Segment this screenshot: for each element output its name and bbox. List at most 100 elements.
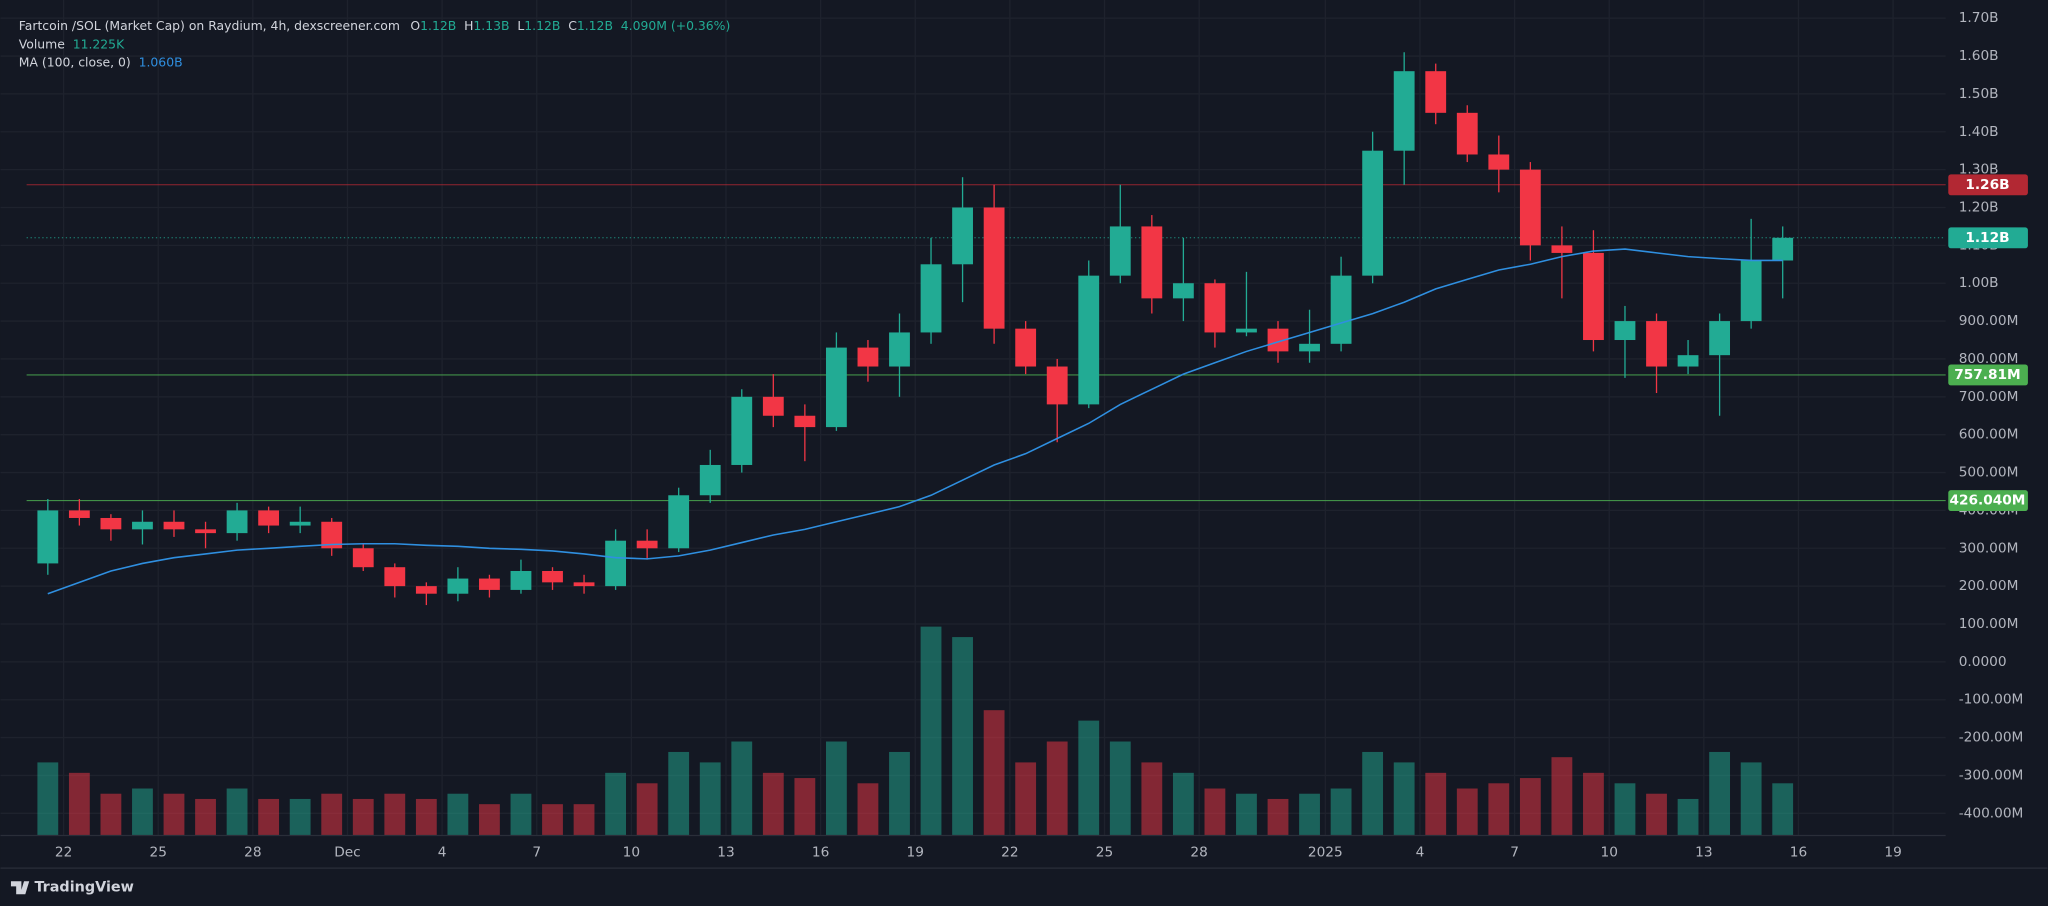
candle-body	[384, 567, 406, 587]
volume-bar	[762, 772, 784, 836]
candle-body	[510, 570, 532, 590]
volume-bar	[1078, 720, 1100, 836]
legend-line: Fartcoin /SOL (Market Cap) on Raydium, 4…	[19, 18, 731, 33]
y-tick-label: 1.20B	[1959, 199, 1999, 215]
candle-body	[1046, 366, 1068, 405]
candle-body	[447, 578, 469, 594]
y-tick-label: 1.60B	[1959, 48, 1999, 64]
volume-bar	[37, 762, 59, 836]
candle-body	[1583, 252, 1604, 341]
volume-bar	[1393, 762, 1415, 836]
volume-bar	[1740, 762, 1762, 836]
volume-bar	[384, 793, 406, 836]
symbol: Fartcoin /SOL (Market Cap) on Raydium, 4…	[19, 18, 400, 33]
price-label-box	[1948, 174, 2028, 196]
candle-body	[1772, 237, 1794, 261]
y-tick-label: 1.70B	[1959, 10, 1999, 26]
volume-bar	[983, 710, 1005, 836]
x-tick-label: 22	[55, 844, 72, 860]
volume-bar	[321, 793, 343, 836]
candle-body	[37, 510, 59, 564]
y-tick-label: 200.00M	[1959, 578, 2019, 594]
y-tick-label: 800.00M	[1959, 351, 2019, 367]
y-tick-label: -100.00M	[1959, 692, 2024, 708]
volume-label: Volume	[19, 36, 65, 51]
y-tick-label: 900.00M	[1959, 313, 2019, 329]
candle-body	[1078, 275, 1100, 405]
price-label: 426.040M	[1949, 493, 2025, 509]
y-tick-label: -300.00M	[1959, 767, 2024, 783]
volume-bar	[1519, 778, 1541, 836]
candle-body	[226, 510, 248, 534]
x-tick-label: 4	[438, 844, 447, 860]
volume-bar	[857, 783, 879, 836]
volume-bar	[289, 798, 311, 836]
ma-label: MA (100, close, 0)	[19, 54, 131, 69]
volume-bar	[794, 778, 816, 836]
candle-body	[68, 510, 90, 518]
candle-body	[825, 347, 847, 428]
volume-bar	[1330, 788, 1352, 836]
volume-bar	[1362, 751, 1384, 836]
x-tick-label: 22	[1001, 844, 1018, 860]
candle-body	[636, 540, 658, 549]
y-tick-label: 0.0000	[1959, 654, 2007, 670]
axes: 1.70B1.60B1.50B1.40B1.30B1.20B1.10B1.00B…	[55, 10, 2028, 860]
volume-bar	[605, 772, 627, 836]
volume-bar	[825, 741, 847, 836]
volume-bar	[163, 793, 185, 836]
ma-legend: MA (100, close, 0) 1.060B	[19, 54, 183, 69]
candle-body	[731, 396, 753, 465]
candle-body	[1456, 112, 1478, 155]
candle-body	[1172, 283, 1194, 299]
volume-bar	[1488, 783, 1510, 836]
candle-body	[1677, 355, 1699, 367]
candle-body	[321, 521, 343, 549]
candle-body	[1740, 260, 1762, 322]
brand: TradingView	[10, 880, 134, 896]
candle-body	[573, 582, 595, 587]
candle-body	[542, 570, 563, 583]
candle-body	[1204, 283, 1226, 333]
volume-layer	[37, 626, 1794, 836]
volume-bar	[1772, 783, 1794, 836]
legend-value: 1.12B	[524, 18, 560, 33]
volume-bar	[258, 798, 280, 836]
candle-body	[952, 207, 973, 265]
legend-key: L	[517, 18, 524, 33]
y-tick-label: -400.00M	[1959, 805, 2024, 821]
candle-body	[1551, 245, 1573, 253]
candles	[37, 52, 1794, 606]
candle-body	[1236, 328, 1257, 333]
candle-body	[1393, 71, 1415, 151]
x-tick-label: 19	[1884, 844, 1901, 860]
grid	[0, 0, 1946, 836]
candle-body	[699, 464, 721, 496]
volume-bar	[573, 804, 595, 836]
volume-bar	[1456, 788, 1478, 836]
candle-body	[1141, 226, 1163, 299]
legend-value: 1.13B	[473, 18, 509, 33]
price-label-box	[1948, 490, 2028, 511]
volume-bar	[1646, 793, 1667, 836]
volume-bar	[352, 798, 374, 836]
candle-body	[983, 207, 1005, 329]
candle-body	[1362, 150, 1384, 276]
candle-body	[352, 548, 374, 568]
candle-body	[889, 332, 910, 367]
x-tick-label: 4	[1416, 844, 1425, 860]
candle-body	[1109, 226, 1131, 276]
volume-bar	[1267, 798, 1289, 836]
candle-body	[1425, 71, 1447, 113]
x-tick-label: 7	[1510, 844, 1519, 860]
volume-bar	[100, 793, 122, 836]
brand-logo	[10, 881, 30, 895]
volume-bar	[889, 751, 910, 836]
volume-bar	[447, 793, 469, 836]
x-tick-label: 25	[1096, 844, 1113, 860]
volume-legend: Volume 11.225K	[19, 36, 125, 51]
x-tick-label: 16	[1790, 844, 1807, 860]
candle-body	[857, 347, 879, 367]
candle-body	[1519, 169, 1541, 246]
candle-body	[195, 529, 216, 534]
